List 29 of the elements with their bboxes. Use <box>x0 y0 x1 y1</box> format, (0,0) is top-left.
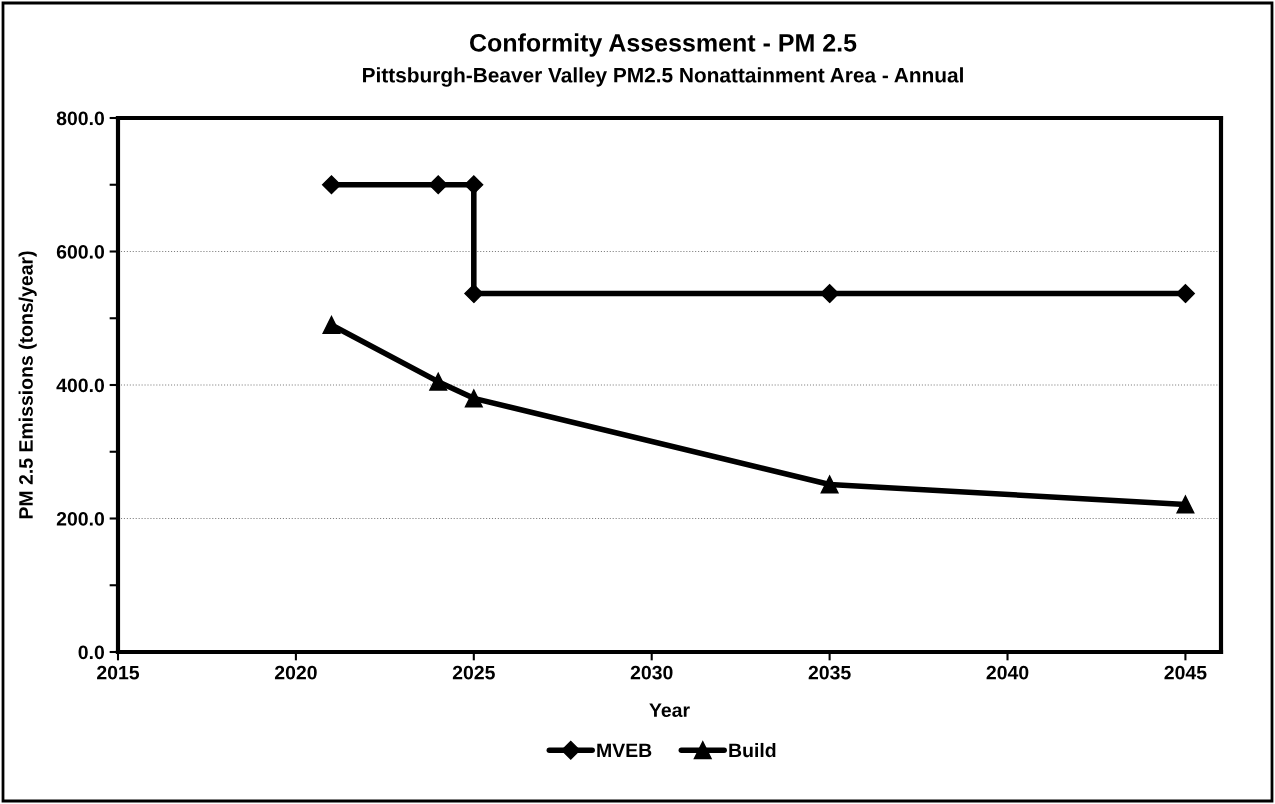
x-tick-label: 2025 <box>452 665 495 680</box>
chart-title: Conformity Assessment - PM 2.5 <box>470 33 857 57</box>
chart-subtitle: Pittsburgh-Beaver Valley PM2.5 Nonattainment Area - Annual <box>363 67 963 87</box>
point <box>428 175 448 195</box>
x-tick-label: 2030 <box>630 665 673 680</box>
y-tick-label: 200.0 <box>56 511 105 526</box>
point <box>464 175 484 195</box>
point <box>322 315 341 334</box>
y-axis-title: PM 2.5 Emissions (tons/year) <box>18 251 37 519</box>
y-tick-label: 800.0 <box>56 111 105 126</box>
x-tick-label: 2040 <box>986 665 1029 680</box>
x-tick-label: 2045 <box>1164 665 1207 680</box>
y-tick-label: 0.0 <box>78 645 105 660</box>
x-tick-label: 2020 <box>274 665 317 680</box>
point <box>1175 284 1195 304</box>
y-tick-label: 600.0 <box>56 244 105 259</box>
point <box>321 175 342 195</box>
legend-label: MVEB <box>597 743 652 758</box>
x-axis-title: Year <box>649 703 690 718</box>
point <box>464 389 483 408</box>
point <box>820 284 840 304</box>
y-tick-label: 400.0 <box>56 378 105 393</box>
legend-label: Build <box>729 742 776 758</box>
x-tick-label: 2035 <box>808 665 851 680</box>
x-tick-label: 2015 <box>97 665 140 680</box>
point <box>464 284 484 304</box>
point <box>820 475 839 494</box>
point <box>1176 495 1195 514</box>
point <box>429 372 448 391</box>
